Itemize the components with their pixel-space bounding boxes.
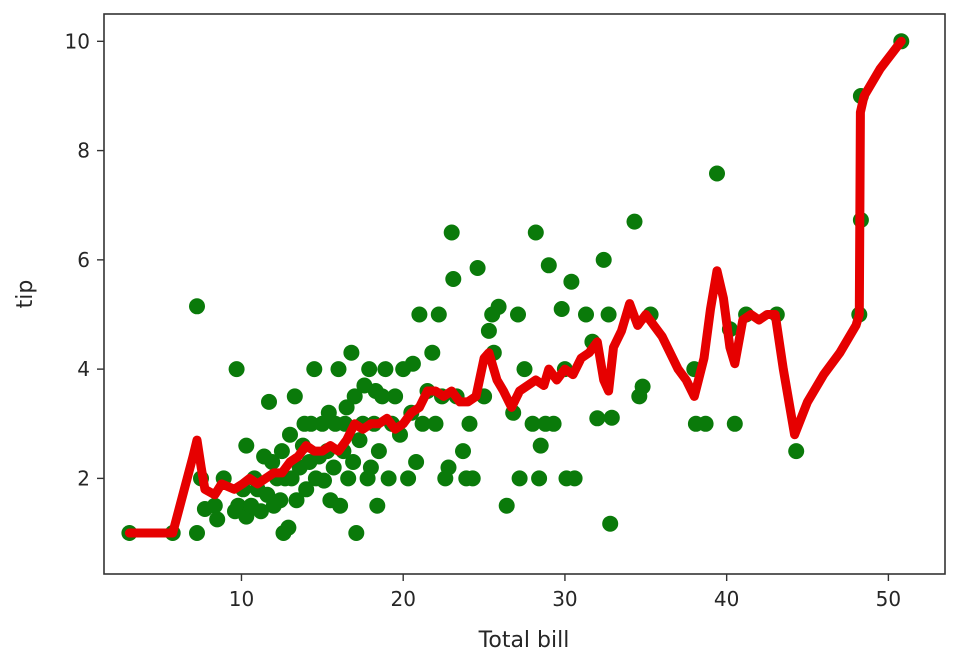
scatter-point-69 [370,443,387,460]
scatter-point-31 [283,470,300,487]
scatter-point-123 [595,251,612,268]
scatter-point-32 [286,388,303,405]
scatter-point-40 [306,361,323,378]
scatter-point-102 [490,298,507,315]
scatter-point-77 [400,470,417,487]
scatter-point-105 [510,306,526,323]
scatter-point-129 [634,378,651,395]
line-series [124,36,906,538]
scatter-point-70 [374,388,391,405]
scatter-point-72 [380,470,397,487]
scatter-point-95 [461,415,478,432]
scatter-point-103 [498,497,515,514]
y-tick-label-8: 8 [77,139,90,163]
scatter-point-57 [345,454,362,470]
x-tick-label-30: 30 [552,587,577,611]
scatter-point-84 [424,344,441,361]
scatter-point-54 [338,399,355,416]
scatter-point-60 [351,432,368,449]
scatter-point-126 [603,409,620,426]
scatter-point-3 [189,298,205,315]
scatter-point-74 [387,388,404,405]
scatter-point-85 [427,415,444,432]
scatter-point-107 [516,361,533,378]
scatter-point-82 [414,415,431,432]
series-line [124,36,906,538]
scatter-point-2 [189,525,205,541]
scatter-point-30 [282,426,298,443]
scatter-point-114 [545,415,562,432]
scatter-point-109 [527,224,544,241]
scatter-point-22 [264,454,281,470]
y-tick-label-4: 4 [77,357,90,381]
scatter-point-18 [252,503,269,520]
y-axis: 2 4 6 8 10 [65,29,104,490]
scatter-point-89 [440,459,457,476]
scatter-point-99 [480,322,497,339]
scatter-point-48 [325,459,342,476]
scatter-point-25 [272,492,289,509]
scatter-point-71 [377,361,394,378]
x-axis-label: Total bill [478,628,570,653]
y-axis-label: tip [13,280,38,309]
scatter-point-120 [578,306,594,323]
scatter-point-97 [469,260,486,276]
scatter-point-37 [298,481,315,498]
scatter-point-79 [404,355,421,372]
x-tick-label-20: 20 [390,587,415,611]
scatter-point-93 [455,443,471,460]
scatter-point-68 [369,497,386,514]
scatter-point-39 [303,415,319,432]
scatter-point-26 [273,443,290,460]
scatter-point-118 [563,273,580,290]
scatter-point-51 [332,497,349,514]
scatter-point-44 [316,472,332,489]
y-tick-label-6: 6 [77,248,90,272]
scatter-point-108 [524,415,541,432]
scatter-point-58 [346,388,363,405]
scatter-point-113 [540,257,557,274]
scatter-point-119 [566,470,583,487]
scatter-point-134 [709,165,725,182]
scatter-point-127 [626,213,643,230]
y-tick-label-2: 2 [77,466,90,490]
scatter-point-64 [361,361,378,378]
scatter-point-139 [788,443,805,460]
scatter-point-122 [589,410,606,427]
scatter-point-96 [464,470,481,487]
scatter-point-90 [443,224,460,241]
plot-frame [103,13,946,575]
scatter-point-33 [288,492,305,509]
scatter-point-115 [553,301,570,317]
scatter-point-6 [206,497,223,514]
scatter-point-11 [230,497,247,514]
x-tick-label-40: 40 [714,587,739,611]
x-tick-label-10: 10 [229,587,254,611]
scatter-point-91 [445,271,462,287]
scatter-point-80 [408,454,425,470]
scatter-point-136 [726,415,743,432]
scatter-point-7 [209,511,226,528]
scatter-point-111 [532,437,549,454]
x-tick-label-50: 50 [876,587,901,611]
scatter-point-65 [362,459,379,476]
scatter-point-10 [228,361,245,378]
scatter-point-21 [261,393,277,410]
scatter-point-29 [280,519,297,536]
scatter-point-81 [411,306,428,323]
scatter-point-125 [602,515,619,532]
scatter-point-110 [531,470,548,487]
scatter-point-124 [600,306,617,323]
scatter-point-13 [238,437,255,454]
scatter-point-55 [340,470,357,487]
scatter-point-50 [330,361,347,378]
y-tick-label-10: 10 [65,29,90,53]
scatter-point-56 [343,344,360,361]
scatter-point-133 [697,415,714,432]
scatter-point-59 [348,525,365,541]
scatter-point-86 [430,306,447,323]
scatter-point-106 [511,470,528,487]
x-axis: 10 20 30 40 50 [229,574,901,611]
